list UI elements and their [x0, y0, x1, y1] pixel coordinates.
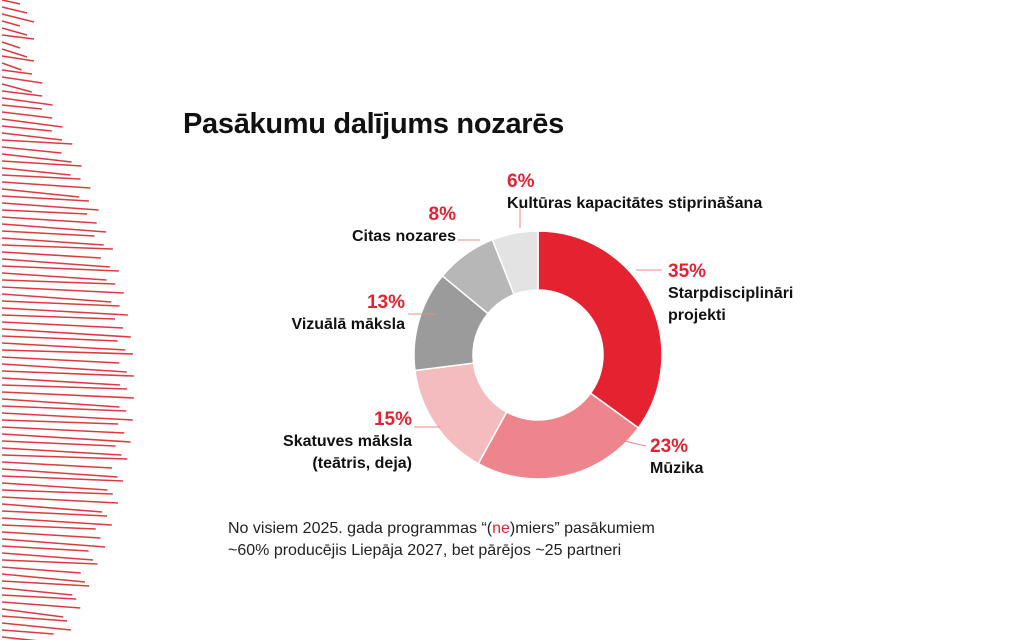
value-label: 8% [428, 204, 456, 225]
category-label: Skatuves māksla (teātris, deja) [283, 433, 412, 472]
scribble [1, 0, 134, 640]
value-label: 35% [668, 261, 707, 282]
slice-label: 15% Skatuves māksla (teātris, deja) [252, 409, 412, 475]
category-label: Vizuālā māksla [291, 316, 405, 333]
category-label: Mūzika [650, 460, 704, 477]
slice-label: 6% Kultūras kapacitātes stiprināšana [507, 171, 807, 215]
slice-label: 8% Citas nozares [316, 204, 456, 248]
category-label: Starpdisciplināri projekti [668, 285, 794, 324]
chart-title: Pasākumu dalījums nozarēs [183, 108, 564, 140]
leader-line [619, 439, 647, 447]
slice [537, 230, 663, 429]
footnote-text: )miers” pasākumiem [509, 520, 655, 537]
footnote-highlight: ne [492, 520, 510, 537]
slice [491, 230, 539, 296]
decoration [1, 0, 134, 640]
slice-label: 13% Vizuālā māksla [245, 292, 405, 336]
category-label: Kultūras kapacitātes stiprināšana [507, 195, 763, 212]
value-label: 6% [507, 171, 535, 192]
value-label: 15% [373, 409, 412, 430]
category-label: Citas nozares [351, 228, 456, 245]
slice-label: 23% Mūzika [650, 436, 770, 480]
slice-label: 35% Starpdisciplināri projekti [668, 261, 828, 327]
footnote-text: No visiem 2025. gada programmas “( [228, 520, 493, 537]
slice [477, 392, 640, 480]
value-label: 23% [650, 436, 689, 457]
value-label: 13% [366, 292, 405, 313]
footnote: No visiem 2025. gada programmas “(ne)mie… [228, 518, 655, 562]
footnote-text: ~60% producējis Liepāja 2027, bet pārējo… [228, 542, 622, 559]
